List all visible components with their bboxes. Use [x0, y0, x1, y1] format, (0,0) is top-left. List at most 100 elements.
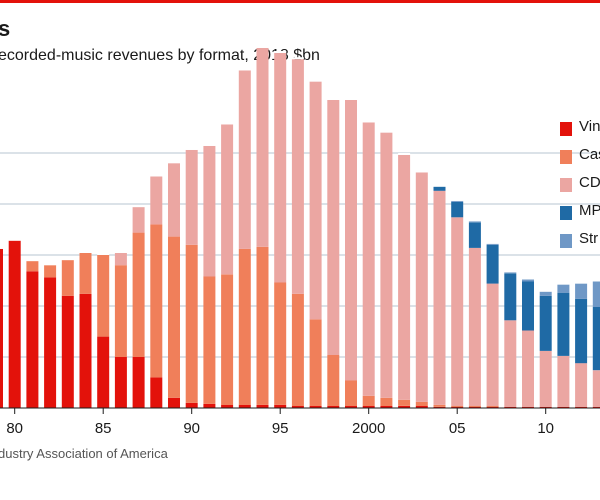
bar-segment [238, 404, 251, 408]
bar-cap [168, 161, 180, 164]
bar-segment [221, 124, 234, 275]
x-tick-label: 10 [537, 420, 554, 437]
legend-label: Cas [579, 146, 600, 163]
legend-label: Vin [579, 118, 600, 135]
bar-segment [256, 404, 269, 408]
bar-segment [150, 377, 163, 408]
x-tick-label: 2000 [352, 420, 385, 437]
bar-segment [291, 406, 304, 408]
bar-segment [0, 248, 3, 408]
bar-segment [592, 370, 600, 407]
top-accent-rule [0, 0, 600, 3]
bar-segment [539, 350, 552, 407]
x-tick-label: 80 [6, 420, 23, 437]
bar-segment [522, 279, 534, 282]
x-tick-label: 05 [449, 420, 466, 437]
bar-segment [114, 253, 127, 266]
bar-cap [274, 51, 287, 53]
bar-segment [575, 363, 588, 407]
bar-segment [433, 186, 446, 191]
bar-segment [327, 100, 340, 355]
bar-cap [256, 45, 269, 48]
bar-segment [468, 406, 481, 407]
legend-swatch [560, 122, 572, 136]
bar-segment [327, 355, 340, 406]
bar-segment [309, 81, 322, 320]
bar-segment [362, 406, 375, 408]
bar-segment [468, 222, 481, 248]
bar-cap [97, 253, 110, 255]
bar-segment [433, 404, 446, 407]
bar-segment [8, 240, 21, 408]
bar-segment [168, 163, 180, 237]
legend-swatch [560, 178, 572, 192]
bar-segment [486, 243, 499, 245]
bar-segment [203, 276, 216, 404]
bar-segment [203, 403, 216, 408]
bar-segment [256, 47, 269, 247]
bar-cap [238, 68, 251, 71]
source-note: dustry Association of America [0, 446, 168, 461]
bar-cap [221, 122, 234, 125]
bar-segment [575, 283, 588, 299]
bar-cap [345, 98, 357, 100]
bar-segment [309, 319, 322, 406]
bar-segment [486, 406, 499, 407]
bar-segment [327, 406, 340, 408]
bar-segment [398, 155, 411, 400]
bar-segment [522, 330, 534, 407]
bar-segment [44, 265, 57, 278]
bar-cap [291, 57, 304, 60]
bar-segment [451, 217, 464, 406]
bar-segment [398, 406, 411, 408]
bar-segment [61, 260, 74, 296]
bar-segment [415, 401, 428, 406]
bar-cap [522, 277, 534, 280]
bar-segment [256, 246, 269, 405]
bar-segment [44, 277, 57, 408]
bar-segment [575, 298, 588, 364]
bar-cap [26, 259, 39, 262]
bar-segment [185, 149, 198, 245]
bar-segment [415, 172, 428, 402]
bar-segment [522, 281, 534, 331]
bar-segment [168, 397, 180, 408]
bar-cap [44, 263, 57, 266]
bar-cap [415, 170, 428, 173]
bar-cap [79, 251, 92, 253]
bar-segment [592, 307, 600, 371]
bar-segment [539, 295, 552, 351]
bar-segment [451, 200, 464, 202]
legend-swatch [560, 234, 572, 248]
x-axis-ticks: 80 85 90 95 2000 05 10 [6, 408, 554, 437]
bar-cap [486, 241, 499, 244]
bar-segment [345, 100, 357, 381]
bar-segment [150, 176, 163, 225]
bar-cap [114, 251, 127, 253]
bar-segment [380, 406, 393, 408]
bar-cap [362, 120, 375, 123]
bar-segment [504, 320, 517, 407]
bar-segment [132, 232, 145, 357]
bar-cap [557, 282, 570, 285]
bar-segment [309, 406, 322, 408]
bar-segment [26, 261, 39, 272]
bar-segment [398, 399, 411, 406]
bar-segment [185, 402, 198, 408]
bar-segment [504, 272, 517, 274]
bar-segment [433, 190, 446, 405]
bar-cap [8, 238, 21, 241]
bar-cap [575, 281, 588, 284]
bar-segment [451, 406, 464, 407]
bar-cap [380, 130, 393, 133]
legend-swatch [560, 206, 572, 220]
bar-segment [291, 59, 304, 294]
bar-segment [114, 265, 127, 357]
bar-segment [557, 292, 570, 356]
bar-segment [504, 273, 517, 321]
bar-cap [398, 153, 411, 155]
bar-segment [486, 244, 499, 284]
bar-segment [557, 356, 570, 407]
bar-cap [468, 219, 481, 222]
bar-cap [539, 289, 552, 292]
